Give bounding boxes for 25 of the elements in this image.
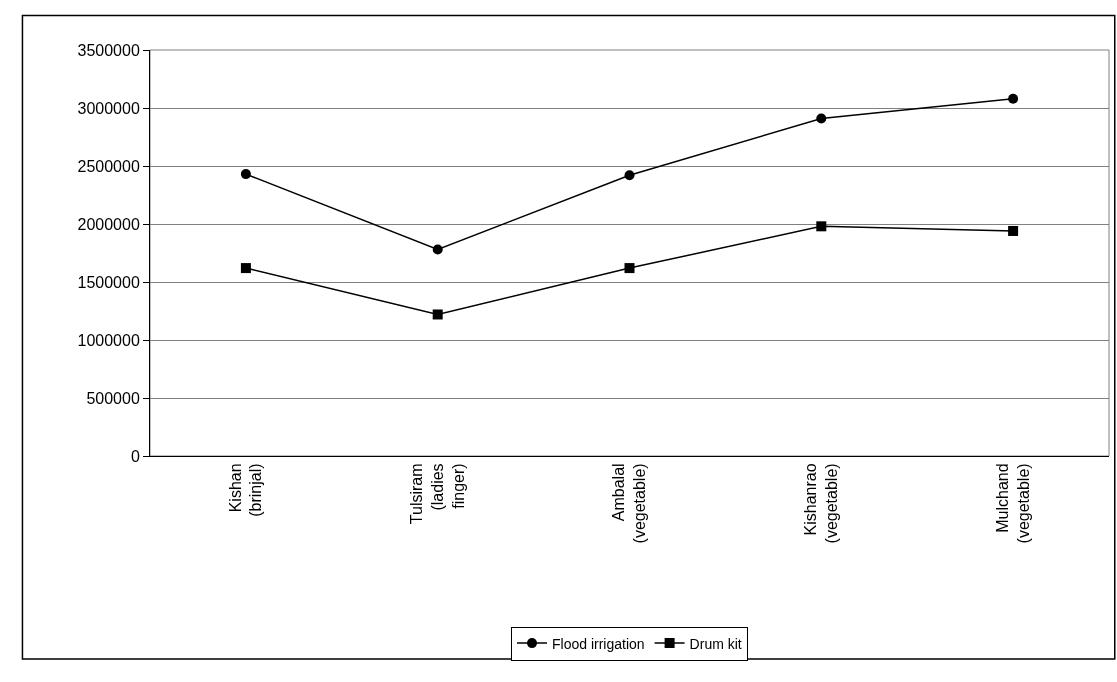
- y-tick-label: 3500000: [77, 41, 140, 59]
- y-tick-label: 2000000: [77, 215, 140, 233]
- x-tick-label: Tulsiram (ladies finger): [408, 463, 467, 525]
- legend-label: Flood irrigation: [552, 635, 645, 652]
- point: [624, 263, 635, 274]
- y-tick-label: 1000000: [77, 331, 140, 349]
- point: [1008, 93, 1019, 104]
- point: [624, 170, 635, 181]
- x-tick-label: Kishan (brinjal): [226, 463, 265, 517]
- y-tick-label: 500000: [86, 389, 140, 407]
- y-tick-label: 2500000: [77, 157, 140, 175]
- point: [240, 169, 251, 180]
- point: [432, 309, 443, 320]
- y-tick-label: 0: [130, 447, 140, 465]
- legend-label: Drum kit: [689, 635, 742, 652]
- point: [816, 221, 827, 232]
- x-tick-label: Ambalal (vegetable): [610, 463, 649, 544]
- x-tick-label: Mulchand (vegetable): [993, 463, 1032, 544]
- point: [816, 113, 827, 124]
- y-tick-label: 3000000: [77, 99, 140, 117]
- x-tick-label: Kishanrao (vegetable): [802, 463, 840, 544]
- point: [432, 244, 443, 255]
- point: [240, 263, 251, 274]
- point: [1008, 225, 1019, 236]
- y-tick-label: 1500000: [77, 273, 140, 291]
